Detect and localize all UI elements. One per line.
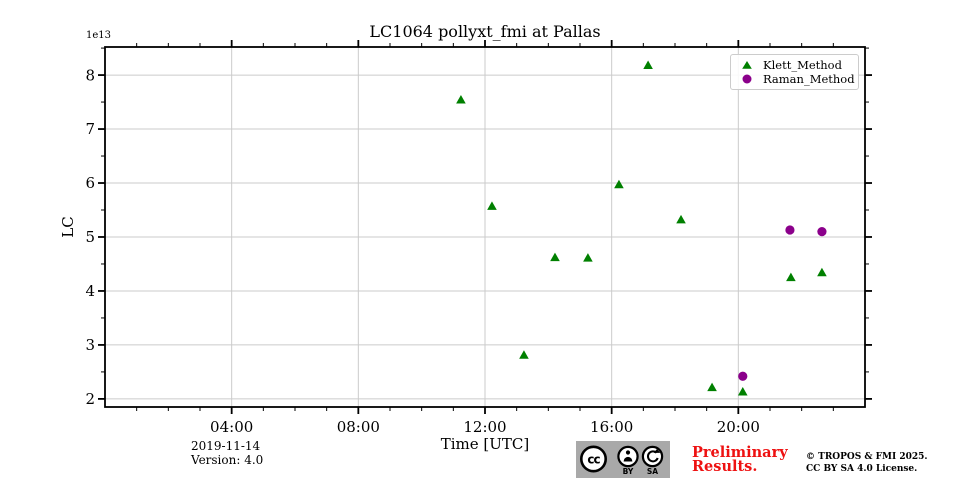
data-point-klett_method	[519, 350, 529, 359]
legend-item: Klett_Method	[731, 58, 858, 72]
share-alike-arrow	[647, 450, 659, 463]
data-point-klett_method	[737, 386, 748, 396]
axes-spines	[104, 46, 866, 408]
data-point-klett_method	[817, 267, 827, 277]
share-alike-arrowhead	[653, 448, 661, 453]
circle-marker-icon	[742, 74, 752, 84]
legend: Klett_Method Raman_Method	[730, 54, 859, 90]
data-point-klett_method	[550, 252, 560, 262]
copyright-line2: CC BY SA 4.0 License.	[806, 463, 918, 474]
y-tick-label: 5	[85, 228, 95, 246]
copyright-line1: © TROPOS & FMI 2025.	[806, 452, 928, 462]
x-tick-label: 16:00	[590, 418, 633, 436]
data-point-raman_method	[785, 225, 795, 235]
y-tick-label: 4	[85, 282, 95, 300]
attribution-person-icon	[617, 445, 639, 468]
y-axis-label: LC	[59, 216, 77, 238]
cc-logo-text: cc	[587, 453, 600, 467]
chart-title: LC1064 pollyxt_fmi at Pallas	[369, 22, 601, 41]
y-tick-label: 3	[85, 336, 95, 354]
data-point-klett_method	[614, 179, 624, 189]
data-point-klett_method	[707, 382, 717, 392]
copyright-note: © TROPOS & FMI 2025. CC BY SA 4.0 Licens…	[806, 452, 928, 475]
cc-logo-icon	[580, 445, 607, 473]
y-tick-label: 2	[85, 390, 95, 408]
y-tick-label: 8	[85, 66, 95, 84]
x-axis-label: Time [UTC]	[440, 435, 530, 453]
y-tick-label: 6	[85, 174, 95, 192]
sa-label: SA	[647, 467, 658, 476]
y-axis-offset-label: 1e13	[86, 30, 112, 41]
legend-item: Raman_Method	[731, 72, 858, 86]
data-point-klett_method	[786, 272, 796, 282]
data-point-raman_method	[738, 371, 748, 381]
person-body	[623, 456, 633, 462]
share-alike-icon	[641, 445, 664, 468]
data-point-klett_method	[676, 214, 686, 224]
data-point-klett_method	[487, 201, 497, 210]
x-tick-label: 08:00	[337, 418, 380, 436]
legend-label: Klett_Method	[763, 58, 842, 72]
preliminary-note: Preliminary Results.	[692, 444, 788, 475]
preliminary-line2: Results.	[692, 458, 758, 475]
measurement-date: 2019-11-14	[191, 439, 261, 453]
triangle-marker-icon	[742, 61, 752, 69]
preliminary-line1: Preliminary	[692, 444, 788, 461]
x-tick-label: 04:00	[210, 418, 253, 436]
version-label: Version: 4.0	[191, 453, 264, 467]
cc-by-sa-badge: cc BY SA	[576, 441, 670, 478]
data-point-klett_method	[583, 253, 593, 262]
data-point-klett_method	[643, 60, 653, 69]
data-point-raman_method	[817, 226, 827, 237]
x-tick-label: 20:00	[717, 418, 760, 436]
legend-marker-shape	[742, 61, 752, 69]
legend-label: Raman_Method	[763, 72, 855, 86]
person-head	[625, 450, 631, 455]
date-version-note: 2019-11-14 Version: 4.0	[191, 439, 263, 467]
x-tick-label: 12:00	[463, 418, 506, 436]
by-label: BY	[623, 467, 634, 476]
y-tick-label: 7	[85, 120, 95, 138]
legend-marker-shape	[742, 74, 752, 84]
data-point-klett_method	[456, 94, 466, 104]
